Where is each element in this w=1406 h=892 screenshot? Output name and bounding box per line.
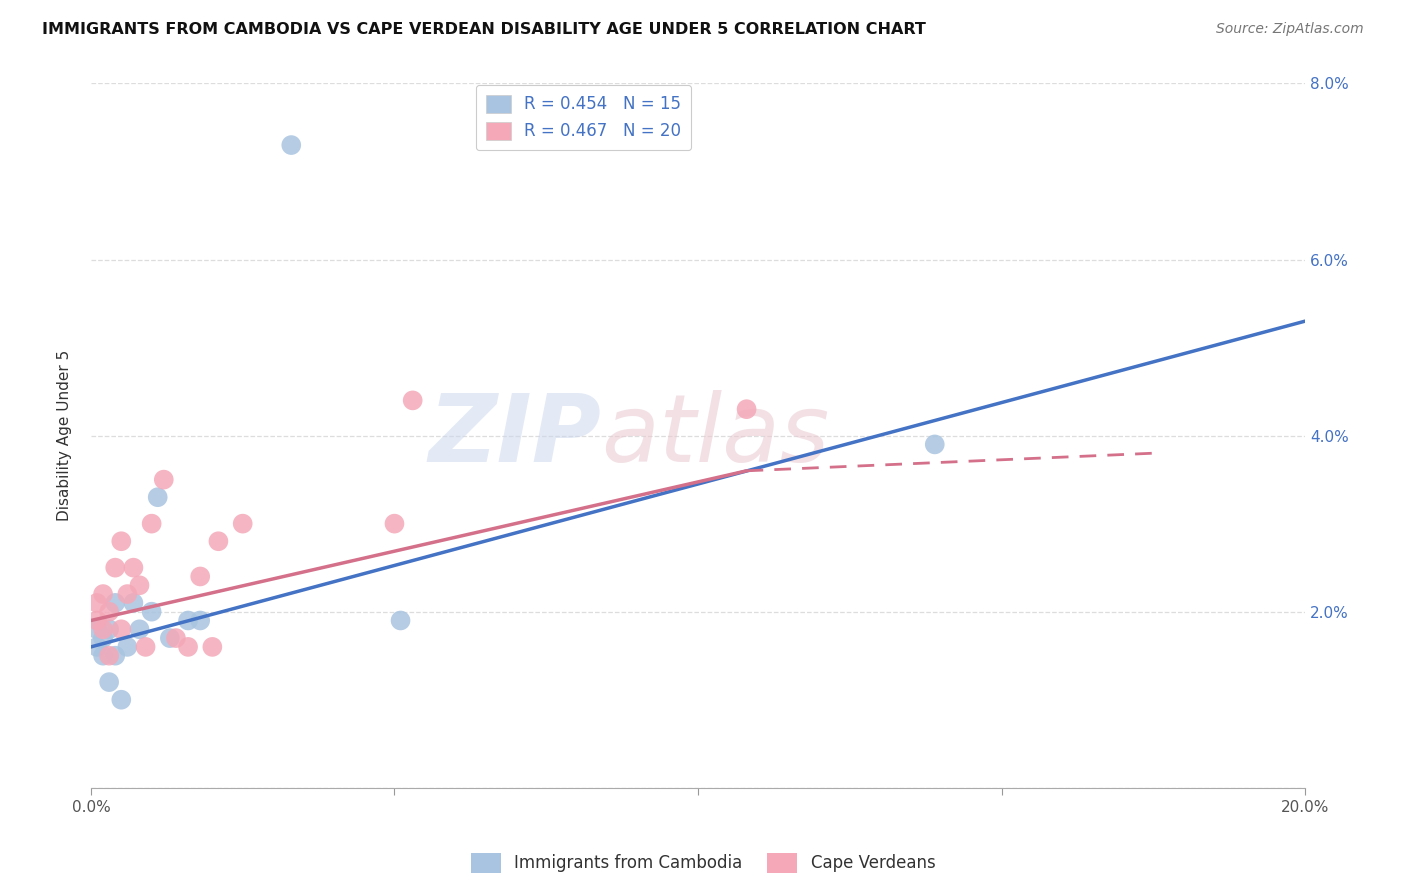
- Point: [924, 437, 946, 451]
- Text: atlas: atlas: [600, 390, 830, 481]
- Point: [384, 516, 406, 531]
- Point: [188, 569, 211, 583]
- Text: Source: ZipAtlas.com: Source: ZipAtlas.com: [1216, 22, 1364, 37]
- Point: [110, 622, 132, 636]
- Point: [280, 138, 302, 153]
- Point: [104, 560, 127, 574]
- Point: [122, 596, 145, 610]
- Point: [152, 473, 174, 487]
- Point: [91, 631, 114, 645]
- Y-axis label: Disability Age Under 5: Disability Age Under 5: [58, 350, 72, 521]
- Point: [207, 534, 229, 549]
- Point: [165, 631, 187, 645]
- Point: [98, 648, 121, 663]
- Point: [402, 393, 425, 408]
- Point: [141, 516, 163, 531]
- Point: [159, 631, 181, 645]
- Text: IMMIGRANTS FROM CAMBODIA VS CAPE VERDEAN DISABILITY AGE UNDER 5 CORRELATION CHAR: IMMIGRANTS FROM CAMBODIA VS CAPE VERDEAN…: [42, 22, 927, 37]
- Point: [110, 692, 132, 706]
- Point: [91, 648, 114, 663]
- Point: [177, 640, 200, 654]
- Point: [122, 560, 145, 574]
- Legend: Immigrants from Cambodia, Cape Verdeans: Immigrants from Cambodia, Cape Verdeans: [464, 847, 942, 880]
- Point: [188, 614, 211, 628]
- Point: [98, 622, 121, 636]
- Point: [232, 516, 254, 531]
- Point: [735, 402, 758, 417]
- Text: ZIP: ZIP: [427, 390, 600, 482]
- Legend: R = 0.454   N = 15, R = 0.467   N = 20: R = 0.454 N = 15, R = 0.467 N = 20: [475, 85, 690, 151]
- Point: [86, 596, 108, 610]
- Point: [98, 675, 121, 690]
- Point: [128, 622, 150, 636]
- Point: [135, 640, 157, 654]
- Point: [141, 605, 163, 619]
- Point: [128, 578, 150, 592]
- Point: [177, 614, 200, 628]
- Point: [146, 490, 169, 504]
- Point: [117, 640, 139, 654]
- Point: [86, 614, 108, 628]
- Point: [91, 622, 114, 636]
- Point: [91, 587, 114, 601]
- Point: [104, 596, 127, 610]
- Point: [389, 614, 412, 628]
- Point: [117, 587, 139, 601]
- Point: [201, 640, 224, 654]
- Point: [86, 640, 108, 654]
- Point: [86, 622, 108, 636]
- Point: [104, 648, 127, 663]
- Point: [110, 534, 132, 549]
- Point: [98, 605, 121, 619]
